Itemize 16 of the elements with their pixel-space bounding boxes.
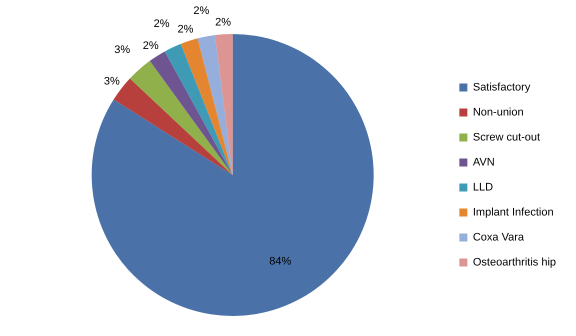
data-label: 84% bbox=[269, 256, 292, 268]
data-label: 2% bbox=[154, 18, 170, 30]
data-label: 2% bbox=[215, 16, 232, 28]
data-label: 3% bbox=[114, 44, 130, 56]
data-label: 2% bbox=[142, 40, 159, 52]
data-label: 2% bbox=[193, 4, 210, 17]
data-label: 2% bbox=[177, 24, 194, 36]
legend-label: Satisfactory bbox=[472, 82, 531, 94]
legend-label: AVN bbox=[472, 156, 495, 169]
legend-label: Implant Infection bbox=[472, 206, 554, 219]
legend-label: Non-union bbox=[472, 106, 524, 119]
legend-label: Screw cut-out bbox=[472, 132, 540, 144]
legend-label: Coxa Vara bbox=[472, 232, 525, 244]
data-label: 3% bbox=[104, 75, 120, 88]
legend-label: LLD bbox=[472, 182, 494, 194]
legend-label: Osteoarthritis hip bbox=[472, 256, 556, 269]
